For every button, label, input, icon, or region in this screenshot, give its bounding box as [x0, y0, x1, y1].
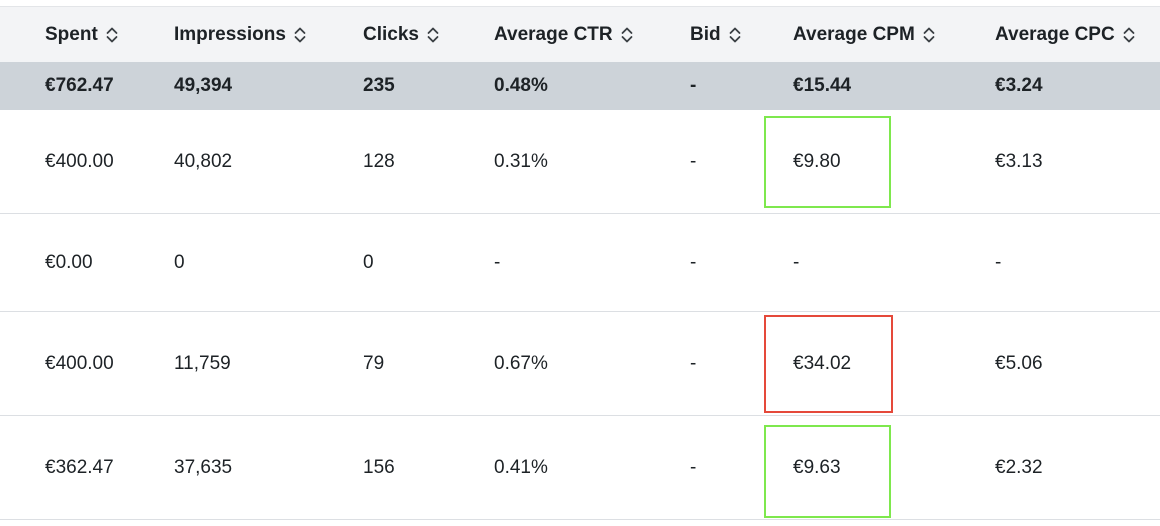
column-header-impressions[interactable]: Impressions	[174, 7, 307, 62]
column-header-label: Average CPC	[995, 23, 1115, 45]
table-row[interactable]: €362.47 37,635 156 0.41% - €9.63 €2.32	[0, 416, 1160, 520]
table-header: Spent Impressions Clicks Average CTR Bid…	[0, 6, 1160, 62]
cell-clicks: 128	[363, 150, 395, 172]
cell-clicks: 79	[363, 352, 385, 374]
total-bid: -	[690, 75, 697, 96]
cell-bid: -	[690, 150, 697, 172]
totals-row: €762.47 49,394 235 0.48% - €15.44 €3.24	[0, 62, 1160, 110]
cell-average-cpc: -	[995, 251, 1002, 273]
column-header-label: Average CPM	[793, 23, 915, 45]
campaign-metrics-table: Spent Impressions Clicks Average CTR Bid…	[0, 6, 1160, 520]
column-header-average-cpc[interactable]: Average CPC	[995, 7, 1136, 62]
table-row[interactable]: €400.00 40,802 128 0.31% - €9.80 €3.13	[0, 110, 1160, 214]
column-header-average-ctr[interactable]: Average CTR	[494, 7, 634, 62]
cell-average-cpm: €34.02	[793, 352, 852, 374]
sort-icon[interactable]	[105, 25, 119, 45]
total-impressions: 49,394	[174, 75, 233, 96]
cell-average-ctr: 0.41%	[494, 456, 548, 478]
cell-bid: -	[690, 456, 697, 478]
cell-average-cpm: €9.80	[793, 150, 841, 172]
column-header-label: Spent	[45, 23, 98, 45]
column-header-clicks[interactable]: Clicks	[363, 7, 440, 62]
sort-icon[interactable]	[620, 25, 634, 45]
total-spent: €762.47	[45, 75, 114, 96]
total-average-ctr: 0.48%	[494, 75, 548, 96]
cell-bid: -	[690, 251, 697, 273]
cell-impressions: 40,802	[174, 150, 233, 172]
cell-average-cpm: €9.63	[793, 456, 841, 478]
table-row[interactable]: €400.00 11,759 79 0.67% - €34.02 €5.06	[0, 312, 1160, 416]
cell-impressions: 37,635	[174, 456, 233, 478]
cell-clicks: 0	[363, 251, 374, 273]
cell-average-cpc: €2.32	[995, 456, 1043, 478]
column-header-average-cpm[interactable]: Average CPM	[793, 7, 936, 62]
sort-icon[interactable]	[728, 25, 742, 45]
sort-icon[interactable]	[293, 25, 307, 45]
cell-average-ctr: 0.31%	[494, 150, 548, 172]
cell-impressions: 0	[174, 251, 185, 273]
column-header-label: Average CTR	[494, 23, 613, 45]
column-header-label: Bid	[690, 23, 721, 45]
cell-average-cpc: €5.06	[995, 352, 1043, 374]
sort-icon[interactable]	[426, 25, 440, 45]
cell-spent: €400.00	[45, 352, 114, 374]
column-header-bid[interactable]: Bid	[690, 7, 742, 62]
cell-impressions: 11,759	[174, 352, 231, 374]
total-clicks: 235	[363, 75, 395, 96]
total-average-cpm: €15.44	[793, 75, 852, 96]
column-header-label: Clicks	[363, 23, 419, 45]
cell-clicks: 156	[363, 456, 395, 478]
cell-average-cpm: -	[793, 251, 800, 273]
cell-bid: -	[690, 352, 697, 374]
cell-spent: €0.00	[45, 251, 93, 273]
table-row[interactable]: €0.00 0 0 - - - -	[0, 214, 1160, 312]
cell-spent: €400.00	[45, 150, 114, 172]
column-header-label: Impressions	[174, 23, 286, 45]
cell-average-ctr: -	[494, 251, 501, 273]
sort-icon[interactable]	[922, 25, 936, 45]
sort-icon[interactable]	[1122, 25, 1136, 45]
total-average-cpc: €3.24	[995, 75, 1043, 96]
column-header-spent[interactable]: Spent	[45, 7, 119, 62]
cell-spent: €362.47	[45, 456, 114, 478]
cell-average-ctr: 0.67%	[494, 352, 548, 374]
cell-average-cpc: €3.13	[995, 150, 1043, 172]
